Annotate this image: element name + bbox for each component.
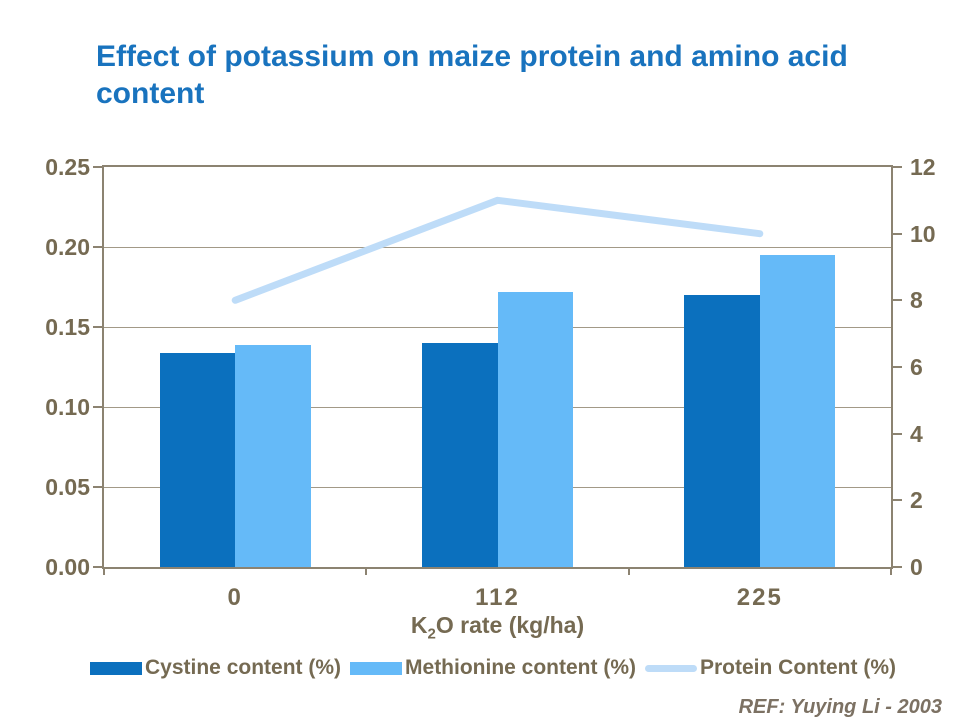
y-axis-right-tick-label: 4: [910, 420, 923, 447]
y-axis-left-tick-label: 0.20: [45, 234, 90, 260]
left-axis-tick: [93, 566, 102, 568]
legend-item-methionine: Methionine content (%): [350, 656, 636, 680]
legend-swatch-cystine: [90, 661, 142, 675]
page-title: Effect of potassium on maize protein and…: [96, 40, 848, 110]
left-axis-tick: [93, 486, 102, 488]
y-axis-left-tick-label: 0.15: [45, 314, 90, 340]
left-axis-tick: [93, 406, 102, 408]
bar-methionine: [759, 255, 836, 567]
x-axis-title-base: K: [410, 612, 428, 638]
ref-text: REF: Yuying Li - 2003: [738, 696, 942, 718]
left-axis-tick: [93, 166, 102, 168]
y-axis-right-tick-label: 10: [910, 220, 936, 247]
right-axis-tick: [893, 566, 902, 568]
right-axis-tick: [893, 432, 902, 435]
y-axis-right-tick-label: 8: [910, 287, 923, 314]
left-axis-tick: [93, 246, 102, 248]
y-axis-left-tick-label: 0.10: [45, 394, 90, 420]
legend-item-cystine: Cystine content (%): [90, 656, 341, 680]
x-axis-tick-label: 0: [227, 584, 243, 611]
legend-label-methionine: Methionine content (%): [405, 656, 636, 679]
y-axis-left-tick-label: 0.05: [45, 474, 90, 500]
x-axis-tick-label: 225: [736, 584, 783, 611]
x-axis-title-sub: 2: [427, 625, 436, 643]
legend-swatch-protein-line: [645, 664, 697, 672]
bar-cystine: [422, 343, 498, 567]
plot-area: [102, 165, 893, 569]
bar-methionine: [497, 291, 573, 567]
legend-swatch-methionine: [350, 661, 403, 675]
y-axis-right-tick-label: 6: [910, 354, 923, 380]
y-axis-right-tick-label: 2: [910, 487, 923, 514]
legend-item-protein: Protein Content (%): [645, 656, 896, 680]
x-axis-title-rest: O rate (kg/ha): [435, 612, 585, 638]
legend-label-protein: Protein Content (%): [700, 656, 896, 679]
x-axis-tick-label: 112: [475, 584, 520, 611]
bar-cystine: [159, 352, 236, 567]
bar-methionine: [235, 344, 311, 567]
x-axis-tick: [365, 567, 368, 575]
gridline: [104, 246, 891, 248]
right-axis-tick: [893, 166, 902, 168]
x-axis-title: K2O rate (kg/ha): [102, 612, 893, 643]
y-axis-right-tick-label: 0: [910, 554, 923, 580]
legend: Cystine content (%) Methionine content (…: [90, 652, 905, 684]
left-axis-tick: [93, 326, 102, 328]
y-axis-left-tick-label: 0.25: [45, 154, 90, 180]
right-axis-tick: [893, 232, 902, 235]
y-axis-left-tick-label: 0.00: [45, 554, 90, 580]
right-axis-tick: [893, 366, 902, 368]
right-axis-tick: [893, 499, 902, 502]
legend-label-cystine: Cystine content (%): [145, 656, 342, 679]
x-axis-tick: [103, 567, 105, 575]
right-axis-tick: [893, 299, 902, 302]
x-axis-tick: [890, 567, 892, 575]
bar-cystine: [684, 295, 760, 567]
x-axis-tick: [627, 567, 630, 575]
y-axis-right-tick-label: 12: [910, 154, 936, 180]
